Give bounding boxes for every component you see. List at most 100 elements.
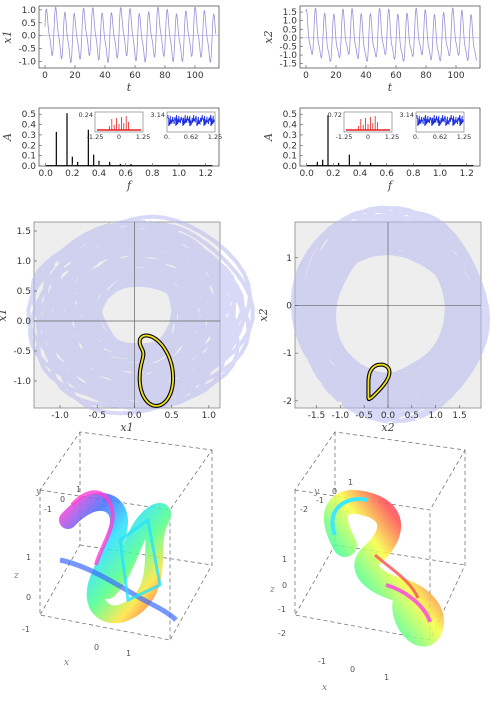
ph1-ytick-label-2: 0.0: [17, 317, 32, 327]
ts1-ytick-label-4: 1.0: [22, 6, 37, 16]
attractor-3d-2-surface: [323, 490, 444, 647]
axis-3d-2-y-tick-1: -1: [316, 496, 324, 505]
sp4-ytick-label-2: 0.2: [283, 141, 297, 151]
ts2-xtick-label-4: 80: [420, 71, 432, 81]
sp3-inset-amp-xtick-1: 0: [117, 133, 121, 141]
sp3-ytick-label-3: 0.3: [22, 131, 36, 141]
ph1-xtick-label-1: -0.5: [88, 411, 106, 421]
sp4-ylabel: A: [262, 133, 275, 142]
ph2-xlabel: x2: [381, 421, 394, 434]
sp4-inset-phase-ymax: 3.14: [400, 111, 414, 119]
ts1-xtick-label-3: 60: [129, 71, 141, 81]
sp3-ytick-label-5: 0.5: [22, 110, 36, 120]
ts2-xtick-label-5: 100: [447, 71, 464, 81]
axis-3d-2-x-label: x: [322, 683, 327, 693]
axis-3d-1-z-tick-0: 1: [26, 553, 31, 562]
sp4-xlabel: f: [387, 179, 394, 192]
ts1-series-line: [44, 6, 217, 64]
ts2-ytick-label-3: 0.0: [283, 34, 298, 44]
axis-3d-2-z-tick-2: -1: [278, 605, 286, 614]
ts1-xtick-label-1: 20: [69, 71, 81, 81]
sp3-xtick-label-1: 0.2: [65, 169, 79, 179]
axis-3d-1-y-tick-0: -1: [44, 505, 52, 514]
axis-3d-1-z-label: z: [13, 571, 19, 581]
timeseries-2-frame: [299, 5, 481, 69]
timeseries-2-plot: 0 20 40 60 80 100 -1.5-1.0-0.50.00.51.01.5 t x2: [262, 7, 480, 94]
ph2-xtick-label-2: -0.5: [355, 411, 373, 421]
sp3-xtick-label-0: 0.0: [39, 169, 54, 179]
ph1-orbit-cloud: [26, 214, 255, 416]
attractor-3d-1-surface: [59, 490, 178, 624]
ts2-ytick-label-5: 1.0: [283, 17, 298, 27]
axis-3d-1-z-tick-2: -1: [22, 625, 30, 634]
ts2-xtick-label-0: 0: [303, 71, 309, 81]
ph2-limit-cycle: [367, 363, 391, 401]
sp4-xtick-label-2: 0.4: [353, 169, 368, 179]
ph2-ytick-label-1: -1: [283, 349, 292, 359]
axis-3d-2-x-tick-2: 1: [384, 673, 389, 682]
axis-3d-1-x-label: x: [64, 658, 69, 668]
ts1-ytick-label-1: -0.5: [18, 45, 36, 55]
axis-3d-2-y-label: y: [313, 487, 320, 497]
axis-3d-1-y-label: y: [35, 487, 42, 497]
sp3-xtick-label-5: 1.0: [172, 169, 187, 179]
axis-3d-1-y-tick-1: 0: [60, 495, 65, 504]
axis-3d-2-z-label: z: [269, 585, 275, 595]
ts2-series-line: [305, 7, 478, 62]
axis-3d-1-x-tick-0: 0: [94, 643, 99, 652]
phase-portrait-2: -1.5 -1.0 -0.5 0.0 0.5 1.0 1.5 -2 -1 0 1 x2 x2: [257, 205, 491, 434]
ph1-xtick-label-2: 0.0: [127, 411, 142, 421]
sp4-ytick-label-4: 0.4: [283, 121, 298, 131]
sp3-inset-phase-trace: [167, 114, 215, 127]
axis-3d-2-z-tick-0: 1: [282, 555, 287, 564]
sp3-ytick-label-2: 0.2: [22, 141, 36, 151]
ts2-ytick-label-0: -1.5: [279, 60, 297, 70]
sp3-xtick-label-3: 0.6: [119, 169, 134, 179]
sp3-inset-phase-ymax: 3.14: [151, 111, 165, 119]
ts1-ytick-label-3: 0.5: [22, 19, 36, 29]
ph1-limit-cycle: [138, 334, 174, 407]
ph1-xtick-label-4: 1.0: [202, 411, 217, 421]
ph2-ytick-label-2: 0: [286, 301, 292, 311]
ts1-ytick-label-0: -1.0: [18, 58, 36, 68]
sp3-inset-amp-xtick-2: 1.25: [136, 133, 150, 141]
ph2-xtick-label-5: 1.0: [429, 411, 444, 421]
ts1-ylabel: x1: [1, 30, 14, 43]
ph2-xtick-label-3: 0.0: [381, 411, 396, 421]
sp4-xtick-label-0: 0.0: [300, 169, 315, 179]
ts2-ylabel: x2: [262, 30, 275, 43]
axis-3d-2-y-tick-0: -2: [300, 505, 308, 514]
axis-3d-2-z-tick-1: 0: [282, 581, 287, 590]
ph2-xtick-label-4: 0.5: [405, 411, 419, 421]
ph1-ytick-label-0: -1.0: [13, 377, 31, 387]
sp4-ytick-label-3: 0.3: [283, 131, 297, 141]
sp3-inset-phase-xtick-1: 0.62: [184, 133, 198, 141]
ph2-ytick-label-3: 1: [286, 254, 292, 264]
spectrum-2-plot: 0.0 0.2 0.4 0.6 0.8 1.0 1.20.00.10.20.30.40.5f…: [262, 110, 474, 192]
sp3-inset-amplitude-frame: [94, 111, 144, 133]
ts2-xtick-label-3: 60: [390, 71, 402, 81]
sp4-ytick-label-5: 0.5: [283, 110, 297, 120]
sp4-inset-amp-xtick-1: 0: [366, 133, 370, 141]
sp4-inset-amp-xtick-2: 1.25: [385, 133, 399, 141]
sp3-ytick-label-1: 0.1: [22, 152, 36, 162]
attractor-3d-2: y z x -1 0 1 -2 -1 0 1 1 0 -1 -2: [269, 431, 466, 693]
ph2-xtick-label-0: -1.5: [308, 411, 326, 421]
axis-3d-1-z-tick-1: 0: [26, 593, 31, 602]
ts2-ytick-label-1: -1.0: [279, 51, 297, 61]
sp3-xtick-label-4: 0.8: [145, 169, 160, 179]
sp4-xtick-label-1: 0.2: [326, 169, 340, 179]
axis-3d-2-y-tick-3: 1: [348, 478, 353, 487]
ph1-xtick-label-0: -1.0: [51, 411, 69, 421]
sp3-xtick-label-6: 1.2: [199, 169, 213, 179]
ts2-xtick-label-2: 40: [360, 71, 372, 81]
axis-3d-1-x-tick-1: 1: [126, 649, 131, 658]
ts1-xtick-label-5: 100: [186, 71, 203, 81]
axis-3d-2-y-tick-2: 0: [332, 487, 337, 496]
sp4-xtick-label-4: 0.8: [406, 169, 421, 179]
sp4-inset-phase-xtick-1: 0.62: [433, 133, 447, 141]
sp3-inset-phase-xtick-2: 1.25: [208, 133, 222, 141]
ts1-xtick-label-2: 40: [99, 71, 111, 81]
ts1-xtick-label-4: 80: [159, 71, 171, 81]
